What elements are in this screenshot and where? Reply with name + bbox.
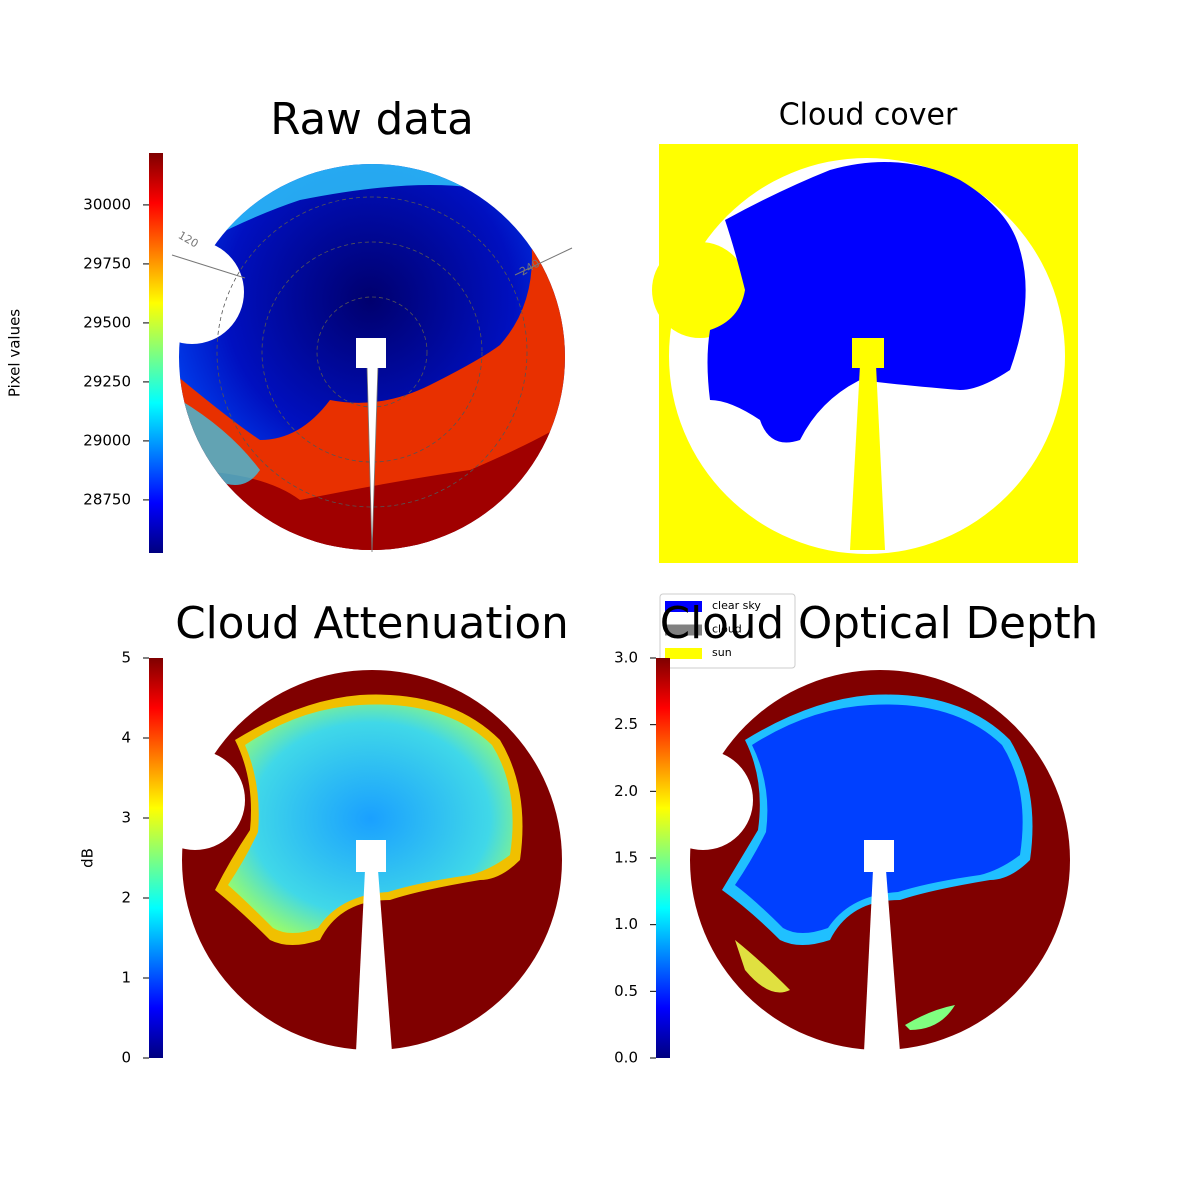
- colorbar-tick-label: 28750: [83, 490, 131, 508]
- colorbar-tick-label: 1.5: [614, 849, 638, 867]
- horizon-mask: [145, 750, 245, 850]
- colorbar-tick-label: 3.0: [614, 649, 638, 667]
- cover-sun: [852, 338, 884, 368]
- colorbar: [656, 658, 670, 1058]
- horizon-mask: [140, 240, 244, 344]
- legend-label: sun: [712, 646, 732, 659]
- polar-spoke: [514, 247, 573, 276]
- colorbar-tick-label: 29500: [83, 313, 131, 331]
- colorbar-tick-label: 0.0: [614, 1049, 638, 1067]
- colorbar-tick-label: 29250: [83, 372, 131, 390]
- sun-mask: [356, 840, 386, 872]
- colorbar-tick-label: 0: [121, 1049, 131, 1067]
- colorbar-tick-label: 4: [121, 729, 131, 747]
- colorbar-tick-label: 1: [121, 969, 131, 987]
- colorbar-label: dB: [79, 848, 97, 868]
- cover-clear: [707, 162, 1026, 443]
- colorbar-tick-label: 5: [121, 649, 131, 667]
- tower-mask: [356, 870, 392, 1052]
- cover-tower: [850, 365, 885, 550]
- polar-spoke: [171, 254, 246, 279]
- legend-swatch: [665, 601, 702, 612]
- colorbar-tick-label: 2.0: [614, 782, 638, 800]
- colorbar-tick-label: 2.5: [614, 715, 638, 733]
- legend-label: cloud: [712, 623, 742, 636]
- legend-label: clear sky: [712, 599, 761, 612]
- chart-title: Cloud Optical Depth: [660, 599, 1099, 649]
- colorbar-tick-label: 29750: [83, 254, 131, 272]
- tower-mask: [864, 870, 900, 1052]
- colorbar-tick-label: 3: [121, 809, 131, 827]
- cod-image: [690, 670, 1070, 1050]
- chart-title: Cloud cover: [779, 98, 958, 133]
- horizon-mask: [653, 750, 753, 850]
- chart-title: Cloud Attenuation: [175, 599, 569, 649]
- colorbar-label: Pixel values: [6, 309, 24, 397]
- legend-swatch: [665, 624, 702, 636]
- colorbar: [149, 658, 163, 1058]
- chart-title: Raw data: [270, 95, 474, 145]
- colorbar-tick-label: 30000: [83, 195, 131, 213]
- cover-mask: [652, 242, 748, 338]
- sun-mask: [356, 338, 386, 368]
- colorbar: [149, 153, 163, 553]
- colorbar-tick-label: 0.5: [614, 982, 638, 1000]
- sun-mask: [864, 840, 894, 872]
- colorbar-tick-label: 2: [121, 889, 131, 907]
- colorbar-tick-label: 1.0: [614, 915, 638, 933]
- colorbar-tick-label: 29000: [83, 431, 131, 449]
- legend-swatch: [665, 648, 702, 659]
